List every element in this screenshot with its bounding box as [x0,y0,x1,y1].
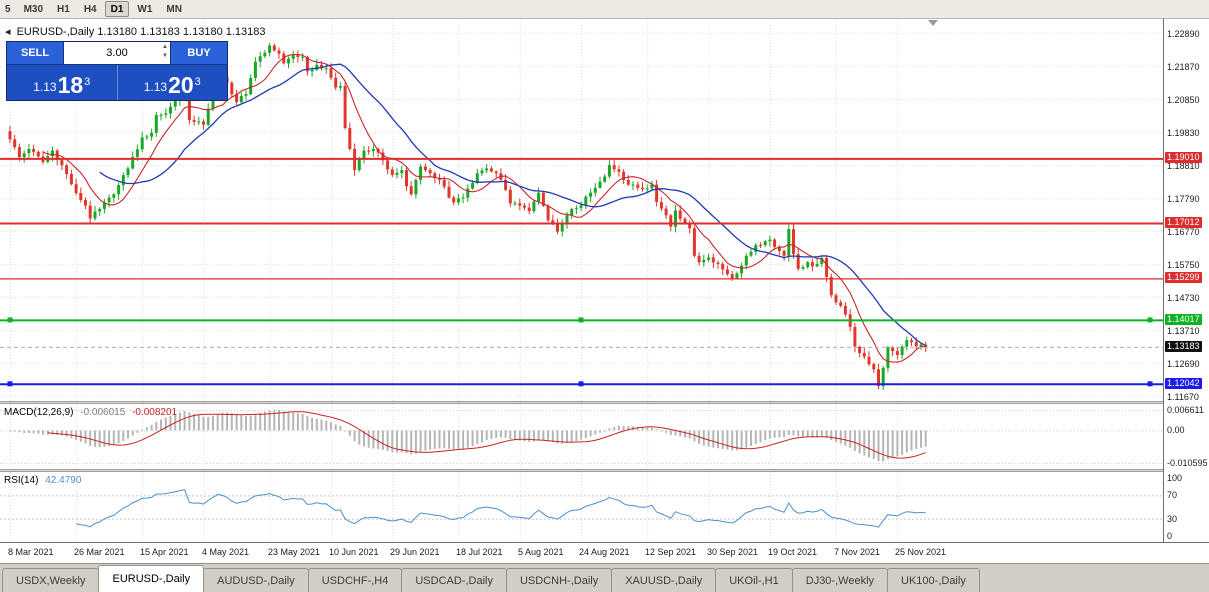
date-axis-label: 15 Apr 2021 [140,547,189,557]
macd-label: MACD(12,26,9) -0.006015 -0.008201 [4,407,177,418]
date-axis-label: 4 May 2021 [202,547,250,557]
axis-tick-label: 1.16770 [1167,227,1200,237]
sell-price-pipette: 3 [84,76,91,88]
date-axis-label: 24 Aug 2021 [579,547,630,557]
price-axis-highlight-label: 1.14017 [1165,314,1202,325]
axis-tick-label: 1.14730 [1167,293,1200,303]
axis-tick-label: 1.11670 [1167,392,1199,402]
chart-tab-eurusd-daily[interactable]: EURUSD-,Daily [98,565,205,592]
date-axis-label: 8 Mar 2021 [8,547,54,557]
axis-tick-label: 1.21870 [1167,62,1200,72]
axis-tick-label: 100 [1167,473,1183,483]
timeframe-button-w1[interactable]: W1 [131,1,158,17]
axis-tick-label: 1.22890 [1167,29,1200,39]
chart-ohlc-label: 1.13180 1.13183 1.13180 1.13183 [97,26,266,38]
price-axis-highlight-label: 1.15299 [1165,272,1202,283]
rsi-label: RSI(14) 42.4790 [4,475,81,486]
volume-spin-up-icon[interactable]: ▲ [162,44,168,50]
pane-divider-macd[interactable] [0,401,1209,404]
pane-divider-rsi[interactable] [0,469,1209,472]
time-axis[interactable]: 8 Mar 2021 26 Mar 2021 15 Apr 2021 4 May 20… [0,542,1209,563]
rsi-value: 42.4790 [45,475,82,486]
timeframe-button-d1[interactable]: D1 [104,1,130,17]
axis-tick-label: 0.00 [1167,425,1185,435]
chart-tab-usdcad-daily[interactable]: USDCAD-,Daily [401,568,507,592]
date-axis-label: 7 Nov 2021 [834,547,881,557]
chart-tab-ukoil-h1[interactable]: UKOil-,H1 [715,568,793,592]
macd-signal-value: -0.008201 [132,407,178,418]
volume-spin-down-icon[interactable]: ▼ [162,53,168,59]
buy-button[interactable]: BUY [171,42,227,64]
chart-tab-usdx-weekly[interactable]: USDX,Weekly [2,568,100,592]
chart-tab-audusd-daily[interactable]: AUDUSD-,Daily [203,568,309,592]
price-axis-highlight-label: 1.13183 [1165,341,1202,352]
buy-price-display[interactable]: 1.13 20 3 [118,65,228,100]
date-axis-label: 23 May 2021 [268,547,321,557]
date-axis-label: 10 Jun 2021 [329,547,379,557]
chart-tab-usdchf-h4[interactable]: USDCHF-,H4 [307,568,403,592]
timeframe-button-h4[interactable]: H4 [78,1,103,17]
axis-tick-label: 1.20850 [1167,95,1200,105]
timeframe-button-mn[interactable]: MN [160,1,188,17]
macd-main-value: -0.006015 [80,407,126,418]
chart-region: ◂ EURUSD-,Daily 1.13180 1.13183 1.13180 … [0,19,1209,563]
axis-tick-label: 1.15750 [1167,260,1200,270]
rsi-canvas[interactable] [0,472,1163,542]
timeframe-toolbar: 5 M30 H1 H4 D1 W1 MN [0,0,1209,19]
date-axis-label: 12 Sep 2021 [645,547,697,557]
sell-price-display[interactable]: 1.13 18 3 [7,65,118,100]
volume-field[interactable]: 3.00 ▲ ▼ [64,42,170,64]
timeframe-button-h1[interactable]: H1 [51,1,76,17]
chart-tab-uk100-daily[interactable]: UK100-,Daily [887,568,980,592]
axis-tick-label: 30 [1167,514,1178,524]
buy-price-big-digits: 20 [168,72,194,98]
timeframe-button-m30[interactable]: M30 [18,1,49,17]
price-axis-highlight-label: 1.19010 [1165,152,1202,163]
axis-tick-label: 1.13710 [1167,326,1200,336]
volume-spinner: ▲ ▼ [162,43,168,61]
buy-price-prefix: 1.13 [143,80,168,94]
macd-canvas[interactable] [0,404,1163,469]
price-axis-highlight-label: 1.12042 [1165,378,1202,389]
macd-name: MACD(12,26,9) [4,407,74,418]
chart-tab-usdcnh-daily[interactable]: USDCNH-,Daily [505,568,613,592]
sell-button[interactable]: SELL [7,42,63,64]
volume-value: 3.00 [106,47,128,59]
price-chart-canvas[interactable] [0,19,1163,401]
chart-symbol-label: EURUSD-,Daily [16,26,95,38]
timeframe-button-5[interactable]: 5 [2,1,16,17]
axis-tick-label: 1.17790 [1167,194,1200,204]
one-click-trading-panel: SELL 3.00 ▲ ▼ BUY 1.13 18 3 1.13 20 3 [6,41,228,101]
price-axis[interactable]: 1.22890 1.21870 1.20850 1.19830 1.18810 1.177… [1163,19,1209,542]
rsi-name: RSI(14) [4,475,39,486]
sell-price-big-digits: 18 [57,72,84,98]
chart-tab-bar: USDX,Weekly EURUSD-,Daily AUDUSD-,Daily USD… [0,563,1209,592]
axis-tick-label: 0 [1167,531,1173,541]
date-axis-label: 18 Jul 2021 [456,547,503,557]
date-axis-label: 26 Mar 2021 [74,547,125,557]
date-axis-label: 29 Jun 2021 [390,547,440,557]
axis-tick-label: 70 [1167,490,1178,500]
axis-tick-label: 1.18810 [1167,161,1200,171]
axis-tick-label: 0.006611 [1167,405,1204,415]
date-axis-label: 25 Nov 2021 [895,547,947,557]
date-axis-label: 19 Oct 2021 [768,547,818,557]
trade-panel-collapse-icon[interactable]: ◂ [5,26,11,38]
price-axis-highlight-label: 1.17012 [1165,217,1202,228]
date-axis-label: 30 Sep 2021 [707,547,759,557]
chart-tab-xauusd-daily[interactable]: XAUUSD-,Daily [611,568,717,592]
sell-price-prefix: 1.13 [33,80,57,94]
buy-price-pipette: 3 [194,76,201,88]
date-axis-label: 5 Aug 2021 [518,547,564,557]
axis-tick-label: 1.12690 [1167,359,1200,369]
axis-tick-label: -0.010595 [1167,458,1208,468]
chart-title: ◂ EURUSD-,Daily 1.13180 1.13183 1.13180 … [5,25,266,38]
chart-tab-dj30-weekly[interactable]: DJ30-,Weekly [791,568,889,592]
axis-tick-label: 1.19830 [1167,128,1200,138]
